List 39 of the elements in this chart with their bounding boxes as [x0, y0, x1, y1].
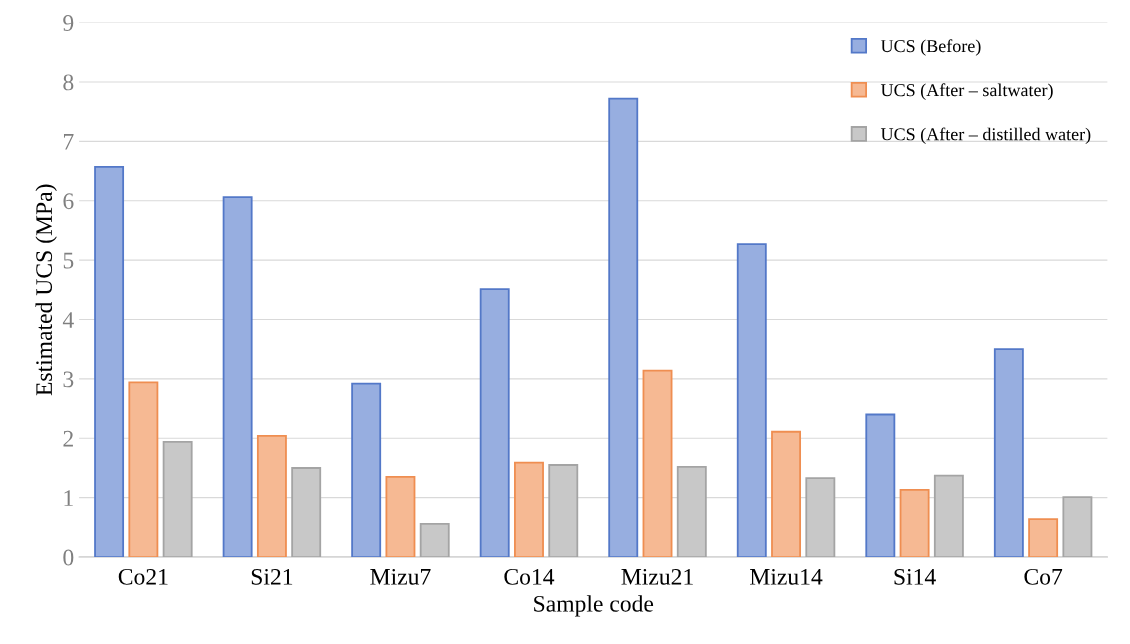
y-tick-label: 7	[63, 134, 74, 150]
bar	[608, 97, 639, 558]
bar	[385, 475, 416, 558]
y-tick-label: 9	[63, 15, 74, 31]
bar	[771, 430, 802, 558]
y-tick-label: 2	[63, 430, 73, 447]
bar	[1028, 518, 1059, 558]
y-tick-label: 0	[63, 549, 74, 566]
x-tick-label: Si21	[251, 568, 293, 585]
y-tick-label: 5	[63, 252, 74, 269]
legend-label: UCS (After – distilled water)	[880, 127, 1091, 145]
bar	[222, 196, 253, 558]
bar	[128, 381, 159, 558]
y-tick-label: 8	[63, 74, 74, 91]
bar	[514, 461, 544, 558]
y-tick-label: 1	[64, 490, 73, 506]
y-tick-label: 4	[62, 312, 74, 328]
x-tick-label: Mizu7	[370, 568, 431, 585]
bar	[256, 434, 287, 558]
bar	[642, 369, 673, 558]
y-axis-title: Estimated UCS (MPa)	[35, 184, 57, 396]
legend-label: UCS (Before)	[880, 39, 981, 56]
x-tick-label: Mizu21	[621, 568, 693, 585]
bar	[94, 165, 125, 558]
bar	[865, 413, 896, 558]
bar	[993, 348, 1024, 558]
bar	[736, 243, 767, 558]
x-tick-label: Si14	[894, 568, 936, 585]
x-tick-label: Mizu14	[750, 568, 823, 585]
bar	[351, 382, 382, 558]
bar	[899, 489, 930, 558]
x-tick-label: Co7	[1024, 568, 1063, 585]
bar	[479, 288, 510, 558]
y-tick-label: 6	[63, 193, 74, 210]
x-axis-title: Sample code	[534, 595, 654, 617]
y-tick-label: 3	[63, 371, 74, 388]
legend-label: UCS (After – saltwater)	[880, 83, 1053, 100]
x-tick-label: Co21	[118, 568, 168, 585]
x-tick-label: Co14	[504, 568, 555, 585]
